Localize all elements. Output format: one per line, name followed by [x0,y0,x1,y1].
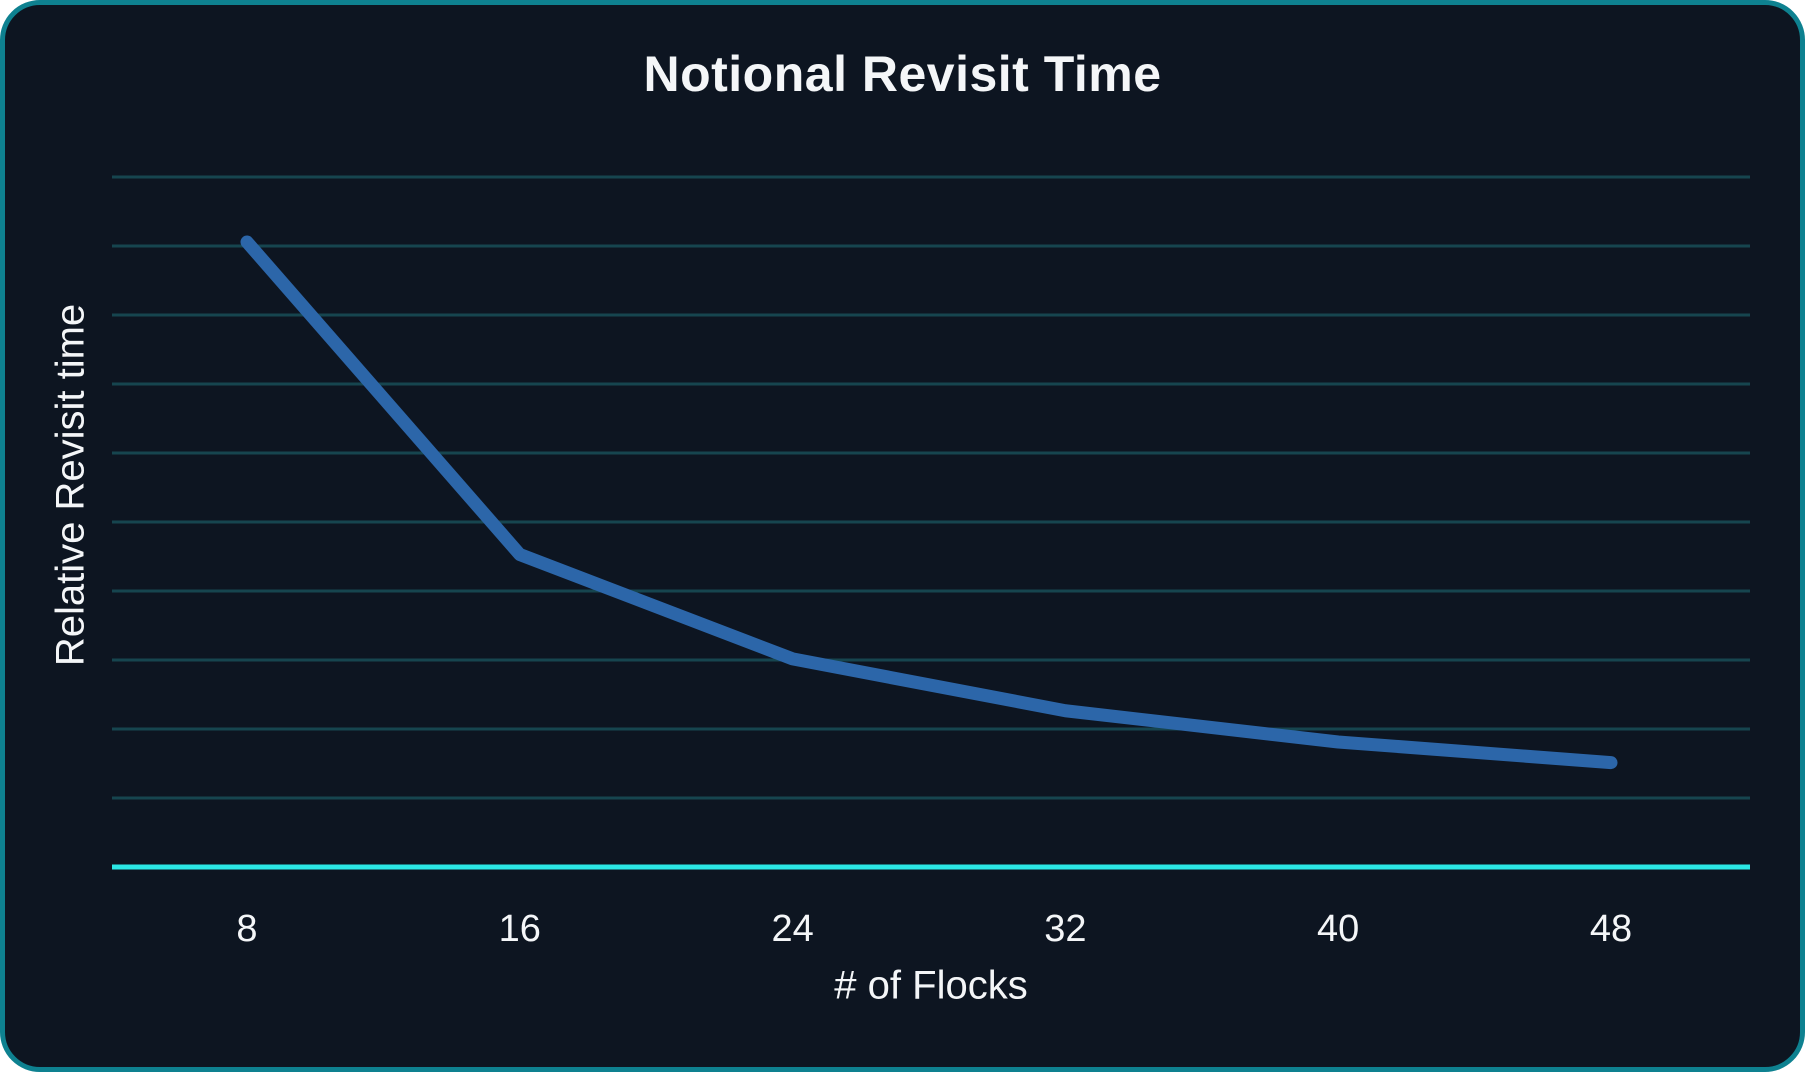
x-tick-label: 48 [1589,908,1633,950]
x-tick-label: 8 [236,908,258,950]
x-tick-label: 24 [771,908,814,950]
x-tick-label: 16 [498,908,541,950]
x-tick-label: 32 [1044,908,1087,950]
plot-area [112,175,1750,870]
x-tick-label: 40 [1317,908,1360,950]
data-line [240,235,1618,770]
chart-title: Notional Revisit Time [643,46,1162,102]
x-axis-label: # of Flocks [834,963,1028,1008]
y-axis-label: Relative Revisit time [48,303,93,667]
